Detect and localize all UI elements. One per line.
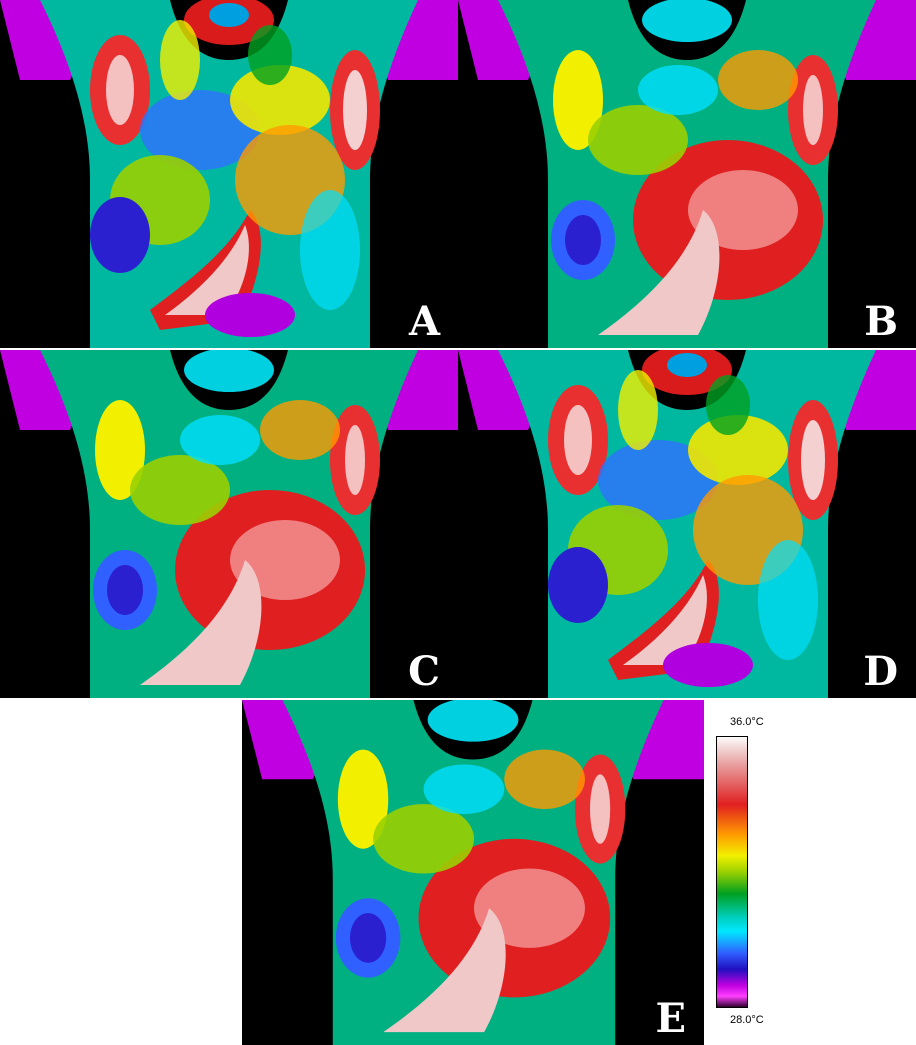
panel-label-d: D [863,648,898,695]
thermal-body-e [242,700,704,1045]
panel-label-c: C [408,648,440,695]
thermal-image-c: C [0,350,458,698]
scale-max-label: 36.0°C [730,716,764,728]
panel-label-e: E [655,995,687,1042]
thermal-body-c [0,350,458,698]
thermal-image-b: B [458,0,916,348]
temperature-scale: 36.0°C 28.0°C [704,700,804,1045]
thermal-body-a [0,0,458,348]
thermal-body-d [458,350,916,698]
thermal-body-b [458,0,916,348]
scale-min-label: 28.0°C [730,1014,764,1026]
thermal-image-d: D [458,350,916,698]
panel-label-b: B [864,298,898,345]
thermal-image-a: A [0,0,458,348]
thermal-image-e: E [242,700,704,1045]
color-scale-bar [716,736,748,1008]
panel-label-a: A [408,298,440,345]
